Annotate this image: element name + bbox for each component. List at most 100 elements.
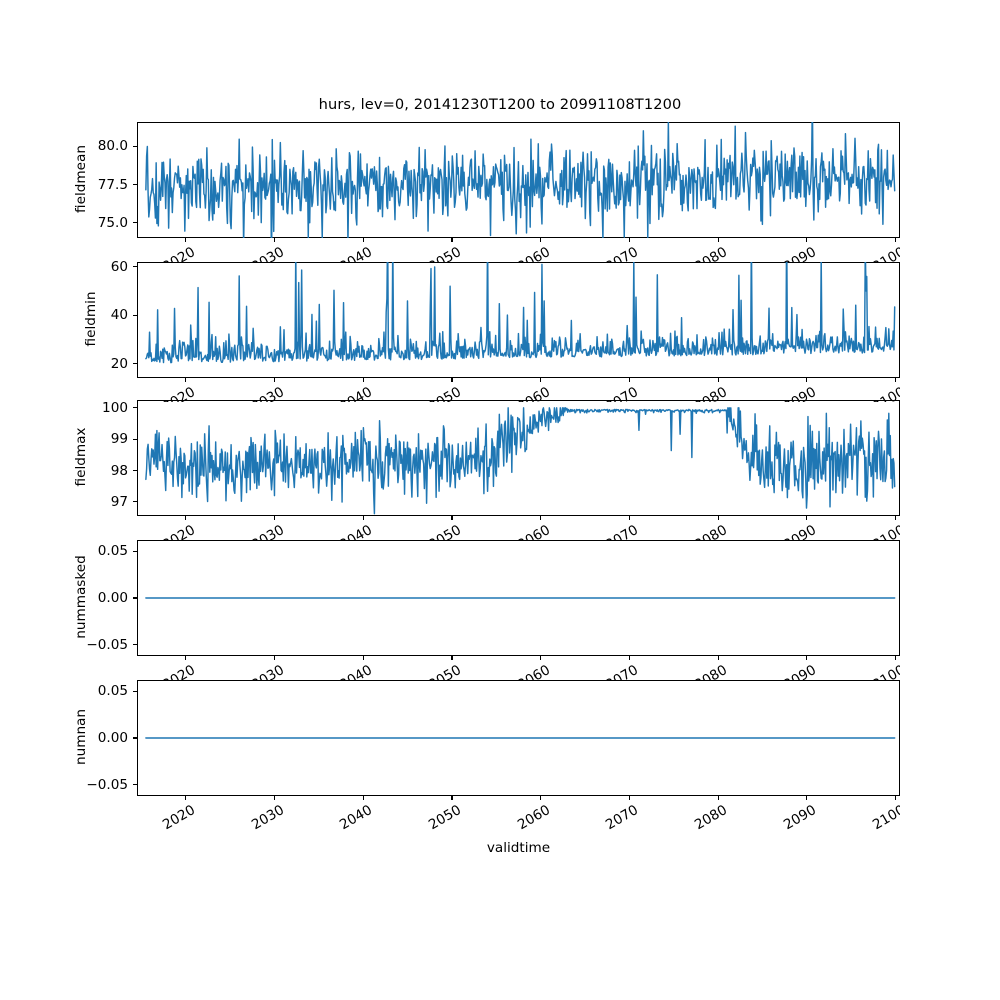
x-tick-mark bbox=[540, 238, 542, 242]
x-tick-mark bbox=[185, 238, 187, 242]
x-tick-label: 2070 bbox=[603, 522, 642, 540]
y-tick-label: −0.05 bbox=[86, 776, 128, 793]
subplot-numnan: −0.05 0.00 0.05 numnan bbox=[73, 680, 900, 800]
x-tick-mark bbox=[451, 378, 453, 382]
x-tick-label: 2070 bbox=[603, 662, 642, 680]
x-tick-mark bbox=[717, 238, 719, 242]
x-tick-mark bbox=[806, 378, 808, 382]
x-tick-label-row: 2020 2030 2040 2050 2060 2070 2080 2090 2100 bbox=[137, 242, 900, 262]
y-tick-mark bbox=[133, 407, 137, 409]
x-tick-label: 2050 bbox=[425, 244, 464, 262]
x-tick-mark bbox=[273, 378, 276, 382]
x-tick-mark bbox=[894, 238, 897, 242]
y-tick-mark bbox=[133, 222, 137, 224]
y-tick-label: 80.0 bbox=[97, 138, 128, 155]
y-axis-label-nummasked: nummasked bbox=[73, 555, 89, 639]
x-tick-mark bbox=[273, 796, 276, 800]
x-tick-mark bbox=[540, 796, 542, 800]
y-tick-label: 40 bbox=[110, 307, 128, 324]
x-tick-mark bbox=[362, 378, 364, 382]
x-tick-mark bbox=[273, 516, 276, 520]
y-tick-mark bbox=[133, 550, 137, 552]
x-tick-label: 2030 bbox=[248, 522, 287, 540]
x-tick-mark bbox=[628, 378, 630, 382]
x-tick-mark bbox=[273, 238, 276, 242]
y-tick-label: 0.00 bbox=[97, 730, 128, 746]
y-tick-mark bbox=[133, 266, 137, 268]
y-tick-label: 77.5 bbox=[97, 176, 128, 193]
x-tick-label: 2050 bbox=[425, 662, 464, 680]
x-tick-label: 2020 bbox=[159, 522, 198, 540]
y-tick-label: 99 bbox=[110, 431, 128, 448]
y-tick-label: 60 bbox=[110, 258, 128, 275]
y-axis-label-fieldmax: fieldmax bbox=[73, 427, 89, 487]
y-tick-mark bbox=[133, 438, 137, 440]
x-tick-label-row: 2020 2030 2040 2050 2060 2070 2080 2090 2100 bbox=[137, 660, 900, 680]
data-line-nummasked bbox=[137, 540, 900, 656]
x-tick-label: 2090 bbox=[780, 662, 819, 680]
x-tick-mark bbox=[451, 238, 453, 242]
x-tick-mark bbox=[717, 378, 719, 382]
x-tick-mark bbox=[185, 796, 187, 800]
x-tick-mark bbox=[362, 516, 364, 520]
x-tick-label: 2060 bbox=[514, 522, 553, 540]
y-tick-label: 0.05 bbox=[97, 543, 128, 560]
x-tick-label: 2080 bbox=[692, 662, 731, 680]
y-tick-label: 0.05 bbox=[97, 683, 128, 700]
data-line-numnan bbox=[137, 680, 900, 796]
y-axis-label-numnan: numnan bbox=[73, 708, 89, 766]
x-tick-mark bbox=[717, 516, 719, 520]
y-tick-mark bbox=[133, 737, 137, 739]
axes-frame bbox=[137, 262, 900, 378]
subplot-fieldmin: 20 40 60 fieldmin bbox=[83, 259, 900, 382]
x-tick-label: 2080 bbox=[692, 522, 731, 540]
x-tick-mark bbox=[451, 796, 453, 800]
x-tick-mark bbox=[451, 656, 453, 660]
x-tick-label: 2040 bbox=[337, 662, 376, 680]
x-tick-label: 2030 bbox=[248, 244, 287, 262]
x-tick-label: 2020 bbox=[159, 662, 198, 680]
y-tick-label: −0.05 bbox=[86, 636, 128, 653]
y-tick-mark bbox=[133, 784, 137, 786]
x-tick-label: 2050 bbox=[425, 522, 464, 540]
x-tick-label: 2100 bbox=[869, 662, 900, 680]
subplot-fieldmax: 97 98 99 100 fieldmax bbox=[73, 400, 900, 520]
x-tick-label: 2100 bbox=[869, 244, 900, 262]
y-tick-label: 97 bbox=[110, 493, 128, 510]
x-tick-label: 2040 bbox=[337, 522, 376, 540]
x-tick-label: 2100 bbox=[869, 522, 900, 540]
y-tick-mark bbox=[133, 690, 137, 692]
x-tick-label: 2020 bbox=[159, 244, 198, 262]
y-tick-label: 100 bbox=[102, 399, 128, 416]
x-tick-label: 2060 bbox=[514, 662, 553, 680]
x-tick-mark bbox=[628, 796, 630, 800]
figure-title: hurs, lev=0, 20141230T1200 to 20991108T1… bbox=[318, 96, 682, 113]
y-tick-mark bbox=[133, 501, 137, 503]
x-tick-mark bbox=[894, 656, 897, 660]
x-tick-mark bbox=[806, 796, 808, 800]
x-tick-label: 2060 bbox=[514, 244, 553, 262]
x-tick-mark bbox=[273, 656, 276, 660]
y-tick-label: 75.0 bbox=[97, 214, 128, 231]
y-tick-mark bbox=[133, 597, 137, 599]
x-tick-mark bbox=[362, 656, 364, 660]
x-tick-mark bbox=[806, 238, 808, 242]
x-tick-mark bbox=[540, 378, 542, 382]
x-tick-label: 2040 bbox=[337, 244, 376, 262]
data-line-fieldmax bbox=[137, 400, 900, 516]
x-tick-mark bbox=[628, 656, 630, 660]
x-tick-mark bbox=[451, 516, 453, 520]
x-tick-label: 2090 bbox=[780, 244, 819, 262]
x-tick-mark bbox=[894, 796, 897, 800]
x-tick-mark bbox=[362, 238, 364, 242]
x-tick-mark bbox=[362, 796, 364, 800]
x-tick-label: 2030 bbox=[248, 662, 287, 680]
data-line-fieldmean bbox=[137, 122, 900, 238]
y-tick-mark bbox=[133, 362, 137, 365]
y-tick-label: 98 bbox=[110, 462, 128, 479]
x-tick-mark bbox=[894, 516, 897, 520]
x-tick-mark bbox=[628, 516, 630, 520]
y-tick-label: 0.00 bbox=[97, 590, 128, 606]
x-tick-label-row: 2020 2030 2040 2050 2060 2070 2080 2090 2100 bbox=[137, 520, 900, 540]
